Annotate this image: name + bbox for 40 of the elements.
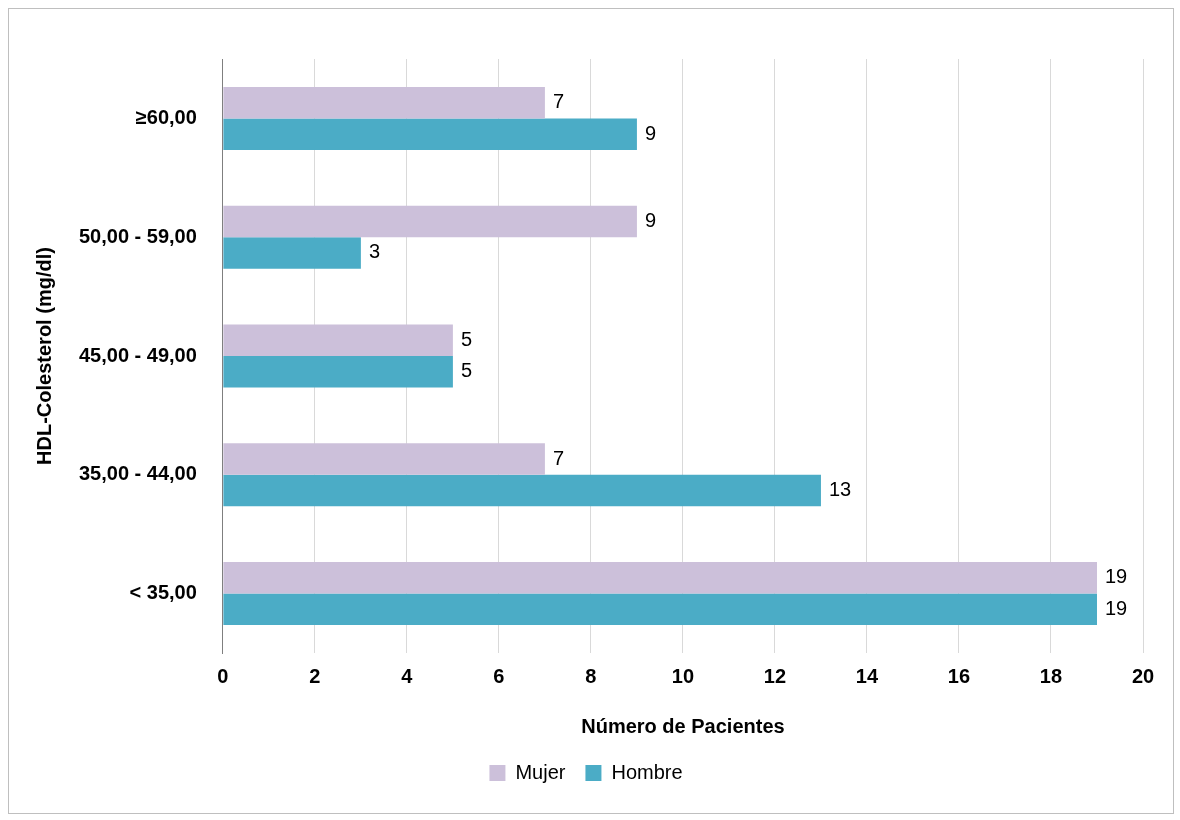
x-axis-title: Número de Pacientes (581, 714, 785, 737)
y-axis-title: HDL-Colesterol (mg/dl) (32, 247, 55, 465)
y-tick-label: < 35,00 (129, 581, 197, 604)
data-label: 3 (368, 240, 381, 263)
x-tick-label: 6 (493, 664, 505, 687)
x-tick-label: 12 (763, 664, 787, 687)
bar (223, 86, 545, 119)
data-label: 5 (460, 327, 473, 350)
x-tick-label: 16 (947, 664, 971, 687)
bar (223, 593, 1097, 626)
data-label: 9 (644, 121, 657, 144)
data-label: 5 (460, 359, 473, 382)
data-label: 19 (1104, 596, 1128, 619)
y-tick-label: 35,00 - 44,00 (79, 462, 197, 485)
bar (223, 356, 453, 388)
data-label: 7 (552, 90, 565, 113)
x-tick-label: 18 (1039, 664, 1063, 687)
data-label: 13 (828, 478, 852, 501)
y-tick-label: ≥60,00 (135, 105, 197, 128)
x-tick-label: 0 (217, 664, 229, 687)
data-label: 19 (1104, 565, 1128, 588)
x-tick-label: 8 (585, 664, 597, 687)
bar (223, 205, 637, 238)
bar (223, 443, 545, 475)
legend-label: Hombre (611, 760, 683, 783)
data-label: 7 (552, 446, 565, 469)
bar (223, 474, 821, 507)
bar (223, 118, 637, 150)
y-tick-label: 45,00 - 49,00 (79, 343, 197, 366)
legend-label: Mujer (515, 760, 566, 783)
x-tick-label: 2 (309, 664, 321, 687)
x-tick-label: 20 (1131, 664, 1155, 687)
y-tick-label: 50,00 - 59,00 (79, 224, 197, 247)
data-label: 9 (644, 208, 657, 231)
bar (223, 562, 1097, 594)
x-tick-label: 10 (671, 664, 695, 687)
x-tick-label: 4 (401, 664, 414, 687)
x-tick-label: 14 (855, 664, 879, 687)
bar (223, 237, 361, 269)
bar (223, 324, 453, 356)
